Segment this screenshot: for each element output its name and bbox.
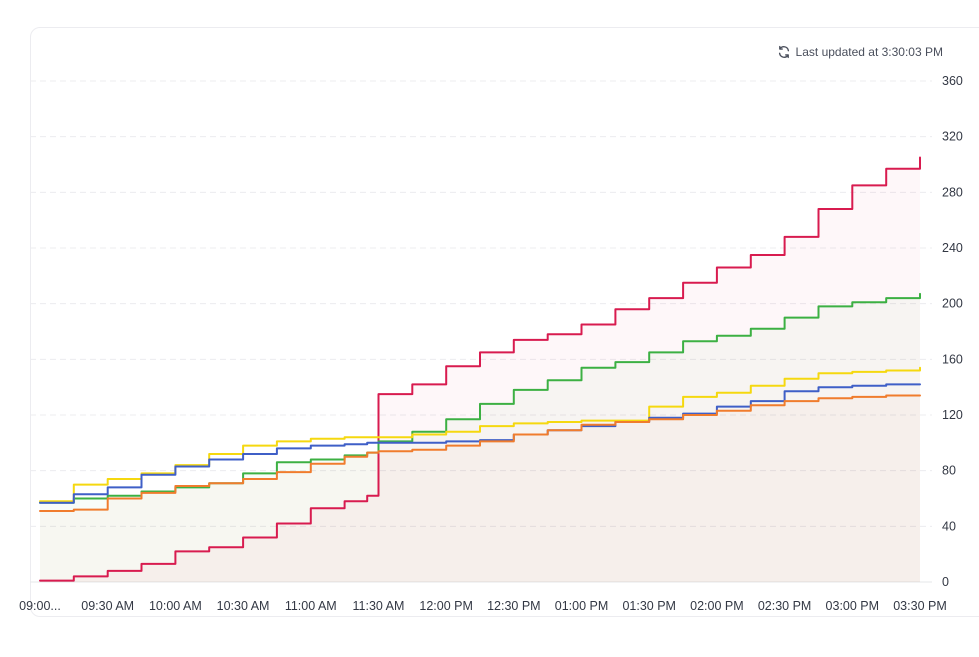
x-tick-label: 02:00 PM [690, 599, 744, 613]
y-tick-label: 280 [942, 185, 963, 199]
last-updated-indicator: Last updated at 3:30:03 PM [777, 45, 943, 59]
x-tick-label: 11:30 AM [353, 599, 405, 613]
y-tick-label: 80 [942, 464, 956, 478]
chart-card [30, 27, 979, 617]
grid-lines [30, 80, 932, 583]
series-line-2[interactable] [39, 366, 921, 503]
y-tick-label: 40 [942, 519, 956, 533]
x-tick-label: 10:00 AM [149, 599, 202, 613]
last-updated-text: Last updated at 3:30:03 PM [795, 45, 943, 59]
series-line-0[interactable] [39, 156, 921, 582]
y-tick-label: 240 [942, 241, 963, 255]
x-tick-label: 02:30 PM [758, 599, 812, 613]
x-tick-label: 03:30 PM [893, 599, 947, 613]
x-tick-label: 01:30 PM [622, 599, 676, 613]
series-areas [40, 158, 920, 583]
x-tick-label: 09:30 AM [81, 599, 134, 613]
refresh-icon[interactable] [777, 45, 791, 59]
x-tick-label: 12:30 PM [487, 599, 541, 613]
x-tick-label: 01:00 PM [555, 599, 609, 613]
x-tick-label: 09:00... [19, 599, 61, 613]
y-axis: 0 40 80 120 160 200 240 280 320 360 [942, 74, 963, 589]
series-lines [39, 156, 921, 582]
y-tick-label: 160 [942, 352, 963, 366]
y-tick-label: 0 [942, 575, 949, 589]
y-tick-label: 320 [942, 130, 963, 144]
series-line-1[interactable] [39, 292, 921, 504]
x-tick-label: 03:00 PM [826, 599, 880, 613]
series-line-4[interactable] [39, 394, 921, 512]
y-tick-label: 360 [942, 74, 963, 88]
y-tick-label: 120 [942, 408, 963, 422]
x-tick-label: 12:00 PM [419, 599, 473, 613]
x-axis: 09:00... 09:30 AM 10:00 AM 10:30 AM 11:00 AM… [19, 599, 947, 613]
x-tick-label: 11:00 AM [285, 599, 337, 613]
y-tick-label: 200 [942, 297, 963, 311]
x-tick-label: 10:30 AM [217, 599, 270, 613]
